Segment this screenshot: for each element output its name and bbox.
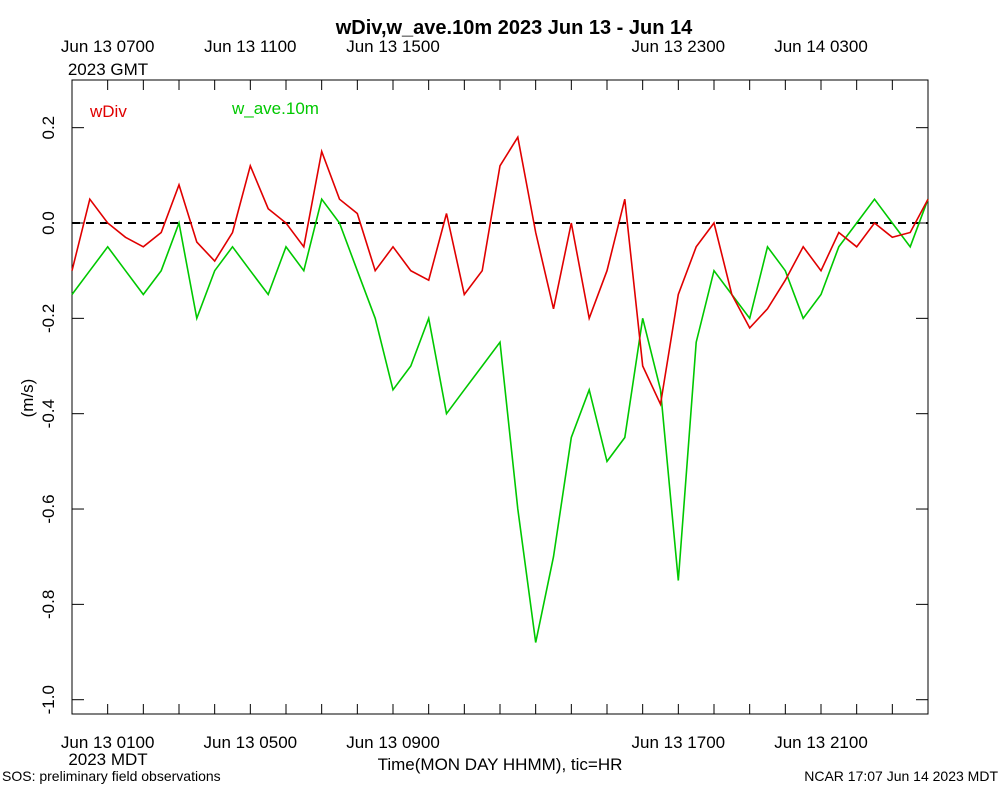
top-axis-tick-label: Jun 14 0300	[774, 37, 868, 56]
bottom-axis-tick-label: Jun 13 0900	[346, 733, 440, 752]
top-axis-tz-label: 2023 GMT	[68, 60, 148, 79]
y-ticks	[72, 127, 928, 701]
x-axis-label: Time(MON DAY HHMM), tic=HR	[378, 755, 623, 774]
bottom-axis-tz-label: 2023 MDT	[68, 750, 147, 769]
x-ticks	[71, 80, 929, 714]
top-axis-tick-label: Jun 13 1500	[346, 37, 440, 56]
chart-title: wDiv,w_ave.10m 2023 Jun 13 - Jun 14	[335, 17, 693, 39]
series-line-w-ave-10m	[71, 197, 929, 643]
footer-right: NCAR 17:07 Jun 14 2023 MDT	[804, 768, 998, 784]
legend-w-ave-10m: w_ave.10m	[231, 99, 319, 118]
plot-frame	[71, 79, 929, 715]
bottom-axis-tick-label: Jun 13 2100	[774, 733, 868, 752]
top-axis-tick-label: Jun 13 2300	[632, 37, 726, 56]
top-axis-tick-label: Jun 13 1100	[204, 37, 296, 56]
y-tick-label: -1.0	[39, 685, 58, 714]
bottom-axis-tick-label: Jun 13 0500	[204, 733, 298, 752]
series-lines	[71, 135, 929, 643]
y-tick-label: -0.2	[39, 304, 58, 333]
y-tick-label: 0.2	[39, 116, 58, 140]
series-line-wdiv	[71, 135, 929, 407]
legend-wdiv: wDiv	[89, 102, 127, 121]
top-axis-tick-label: Jun 13 0700	[61, 37, 155, 56]
y-axis-label: (m/s)	[18, 379, 37, 418]
top-axis-labels: Jun 13 0700 Jun 13 1100 Jun 13 1500 Jun 13 …	[61, 37, 868, 56]
bottom-axis-labels: Jun 13 0100 Jun 13 0500 Jun 13 0900 Jun 13 …	[61, 733, 868, 752]
y-tick-labels: 0.2 0.0 -0.2 -0.4 -0.6 -0.8 -1.0	[39, 116, 58, 714]
y-tick-label: -0.4	[39, 399, 58, 428]
y-tick-label: 0.0	[39, 211, 58, 235]
bottom-axis-tick-label: Jun 13 0100	[61, 733, 155, 752]
y-tick-label: -0.6	[39, 494, 58, 523]
bottom-axis-tick-label: Jun 13 1700	[632, 733, 726, 752]
footer-left: SOS: preliminary field observations	[2, 768, 221, 784]
y-tick-label: -0.8	[39, 590, 58, 619]
